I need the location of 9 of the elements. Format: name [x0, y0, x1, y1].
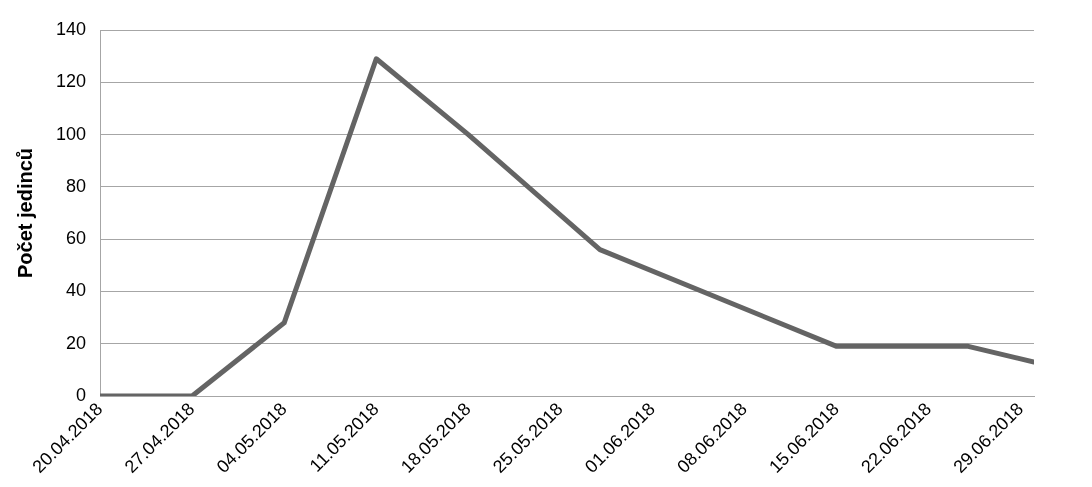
y-tick-label: 80 [66, 175, 87, 196]
y-tick-label: 120 [55, 71, 87, 92]
y-tick-label: 40 [66, 280, 87, 301]
y-tick-label: 20 [66, 332, 87, 353]
y-axis-title: Počet jedinců [13, 148, 36, 279]
y-tick-label: 100 [55, 123, 87, 144]
y-tick-label: 60 [66, 228, 87, 249]
y-tick-label: 140 [55, 18, 87, 39]
y-tick-label: 0 [76, 384, 87, 405]
